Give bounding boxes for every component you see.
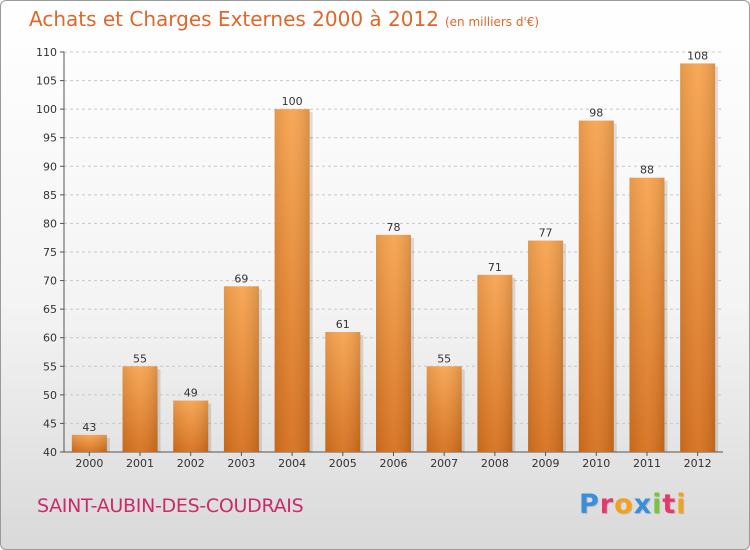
logo-letter: t [662, 489, 677, 520]
y-tick-label: 55 [43, 360, 57, 373]
x-tick-label: 2001 [126, 457, 154, 470]
data-label: 71 [488, 261, 502, 274]
x-tick-label: 2003 [227, 457, 255, 470]
bar-shade [629, 177, 665, 452]
bar-shade [578, 120, 614, 453]
data-label: 61 [336, 318, 350, 331]
data-label: 69 [234, 272, 248, 285]
x-tick-label: 2012 [684, 457, 712, 470]
x-tick-label: 2009 [532, 457, 560, 470]
data-label: 78 [387, 221, 401, 234]
logo-letter: P [579, 489, 600, 520]
logo-letter: r [599, 489, 615, 520]
y-tick-label: 100 [36, 103, 57, 116]
y-tick-label: 85 [43, 189, 57, 202]
data-label: 100 [282, 95, 303, 108]
x-tick-label: 2008 [481, 457, 509, 470]
data-label: 98 [589, 107, 603, 120]
data-label: 88 [640, 164, 654, 177]
y-tick-label: 70 [43, 275, 57, 288]
bar-shade [71, 434, 107, 452]
bar-shade [528, 240, 564, 452]
bar-shade [274, 109, 310, 453]
logo-letter: i [652, 489, 663, 520]
bar-shade [477, 274, 513, 452]
y-tick-label: 105 [36, 75, 57, 88]
y-tick-label: 110 [36, 46, 57, 59]
data-label: 77 [539, 227, 553, 240]
logo-letter: x [633, 489, 653, 520]
bar-shade [376, 234, 411, 452]
proxiti-logo: Proxiti [579, 489, 687, 520]
data-label: 55 [133, 352, 147, 365]
y-tick-label: 95 [43, 132, 57, 145]
bar-shade [325, 332, 361, 452]
y-tick-label: 80 [43, 217, 57, 230]
y-tick-label: 75 [43, 246, 57, 259]
x-tick-label: 2000 [75, 457, 103, 470]
bar-shade [173, 400, 209, 452]
x-tick-label: 2006 [380, 457, 408, 470]
y-tick-label: 40 [43, 446, 57, 459]
data-label: 108 [687, 49, 708, 62]
data-label: 55 [437, 352, 451, 365]
data-label: 49 [184, 387, 198, 400]
bar-shade [223, 286, 259, 452]
chart-subtitle: (en milliers d'€) [444, 15, 540, 29]
x-tick-label: 2007 [430, 457, 458, 470]
bar-shade [680, 63, 716, 453]
data-label: 43 [82, 421, 96, 434]
x-tick-label: 2011 [633, 457, 661, 470]
logo-letter: o [614, 489, 634, 520]
y-tick-label: 45 [43, 417, 57, 430]
x-tick-label: 2005 [329, 457, 357, 470]
commune-name: SAINT-AUBIN-DES-COUDRAIS [37, 495, 304, 517]
x-tick-label: 2010 [582, 457, 610, 470]
bar-shade [122, 366, 158, 452]
bar-shade [426, 366, 462, 452]
y-tick-label: 65 [43, 303, 57, 316]
chart-title: Achats et Charges Externes 2000 à 2012 (e… [29, 7, 540, 31]
x-tick-label: 2004 [278, 457, 306, 470]
logo-letter: i [676, 489, 687, 520]
y-tick-label: 50 [43, 389, 57, 402]
x-tick-label: 2002 [177, 457, 205, 470]
y-tick-label: 60 [43, 332, 57, 345]
y-tick-label: 90 [43, 160, 57, 173]
